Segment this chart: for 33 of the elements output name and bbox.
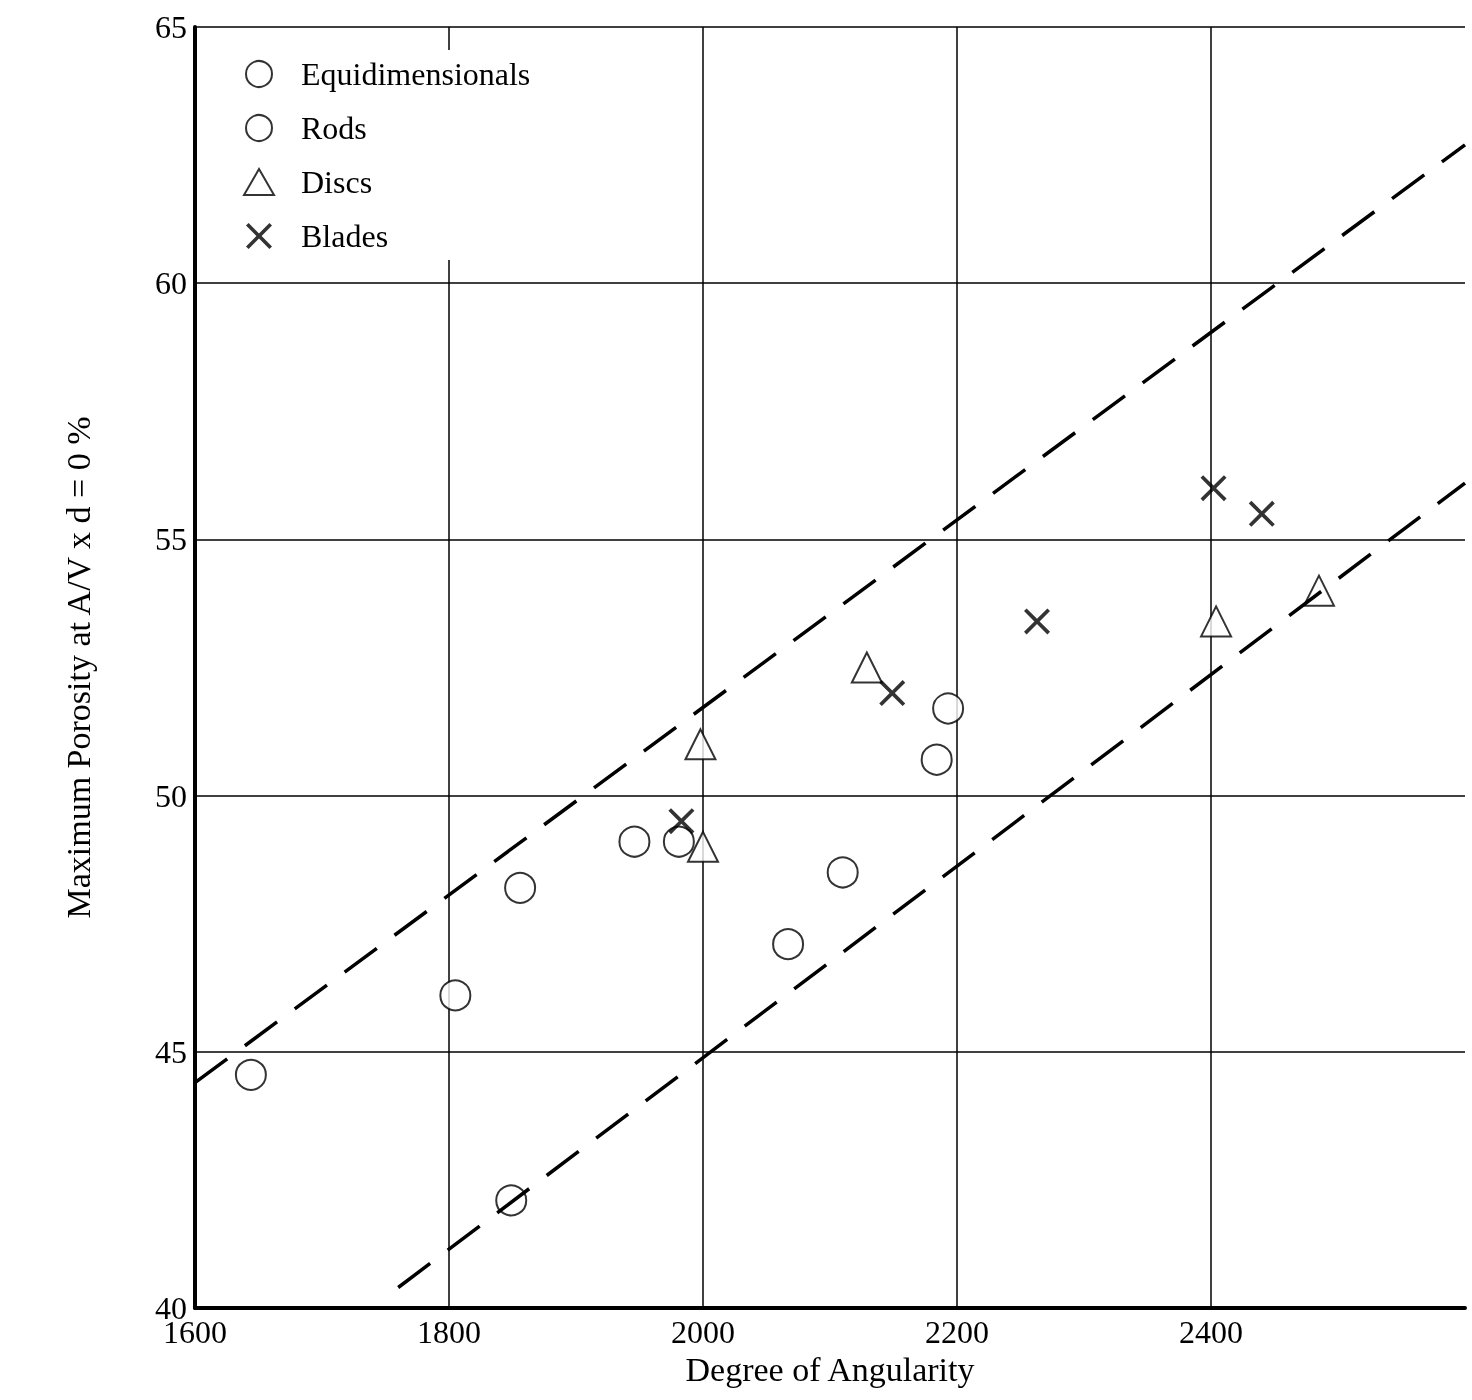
y-axis-title: Maximum Porosity at A/V x d = 0 % xyxy=(59,416,97,919)
y-tick-label: 65 xyxy=(155,9,187,45)
point xyxy=(932,692,965,725)
y-tick-label: 60 xyxy=(155,265,187,302)
point xyxy=(504,871,537,904)
point xyxy=(662,825,695,858)
x-tick-label: 2000 xyxy=(671,1314,735,1350)
x-tick-label: 1800 xyxy=(417,1314,481,1350)
legend-label: Rods xyxy=(301,110,367,146)
point xyxy=(234,1058,267,1091)
x-tick-label: 2200 xyxy=(925,1314,989,1350)
point xyxy=(668,808,695,835)
y-tick-label: 45 xyxy=(155,1033,187,1070)
point xyxy=(1248,500,1275,527)
legend-label: Blades xyxy=(301,218,389,254)
point xyxy=(439,979,472,1012)
point xyxy=(1024,608,1051,635)
point xyxy=(684,728,717,761)
y-tick-label: 50 xyxy=(155,777,187,814)
x-axis-title: Degree of Angularity xyxy=(685,1351,975,1389)
x-tick-label: 2400 xyxy=(1179,1314,1243,1350)
point xyxy=(850,651,883,684)
point xyxy=(920,743,953,776)
point xyxy=(826,856,859,889)
y-tick-label: 55 xyxy=(155,521,187,558)
point xyxy=(879,680,906,707)
legend-label: Equidimensionals xyxy=(301,56,531,92)
point xyxy=(1200,605,1233,638)
point xyxy=(1200,475,1227,502)
legend-label: Discs xyxy=(301,164,373,200)
point xyxy=(618,825,651,858)
point xyxy=(687,830,719,863)
point xyxy=(772,928,805,961)
